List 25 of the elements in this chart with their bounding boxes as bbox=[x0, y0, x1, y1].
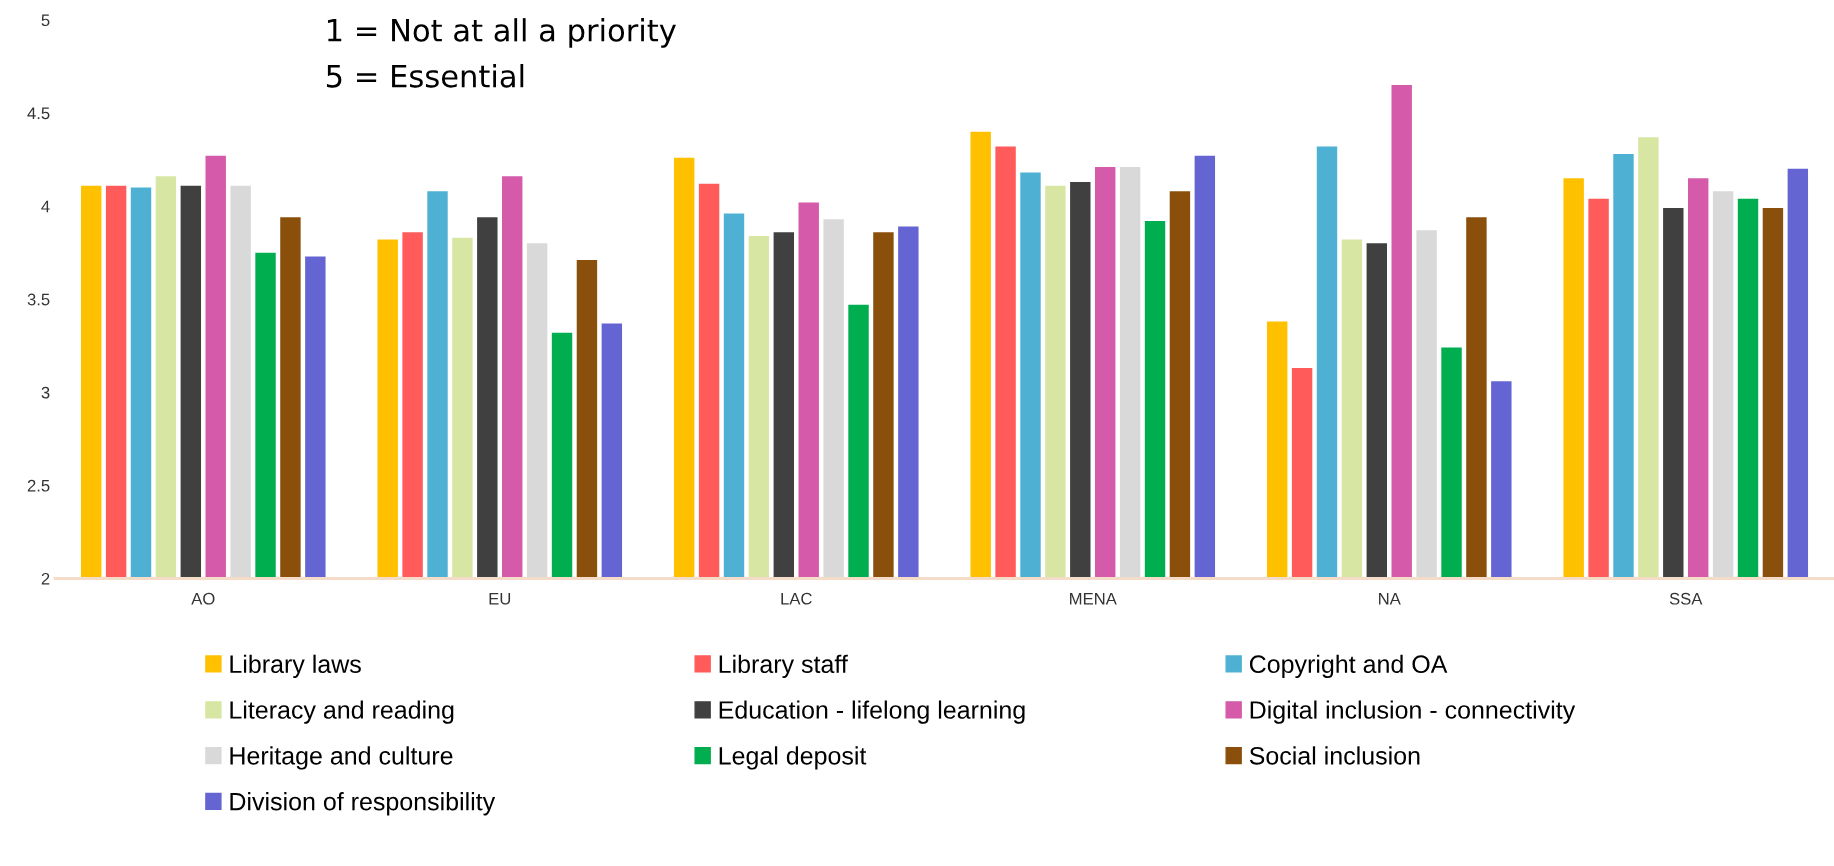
legend-label: Education - lifelong learning bbox=[719, 700, 1025, 724]
y-tick-label: 3 bbox=[41, 386, 50, 399]
x-tick-label: SSA bbox=[1669, 592, 1703, 605]
legend-label: Legal deposit bbox=[719, 746, 867, 770]
legend-label: Library laws bbox=[230, 654, 361, 678]
legend-label: Copyright and OA bbox=[1249, 654, 1448, 678]
legend-label: Literacy and reading bbox=[230, 700, 454, 724]
legend-label: Heritage and culture bbox=[230, 746, 453, 770]
y-tick-label: 4 bbox=[41, 200, 50, 213]
y-tick-label: 2 bbox=[41, 572, 50, 585]
y-tick-label: 4.5 bbox=[27, 107, 50, 120]
annotation: 1 = Not at all a priority bbox=[327, 18, 676, 48]
x-tick-label: NA bbox=[1379, 592, 1401, 605]
annotation: 5 = Essential bbox=[326, 64, 524, 88]
legend-label: Social inclusion bbox=[1249, 746, 1420, 765]
x-tick-label: MENA bbox=[1070, 592, 1117, 605]
y-tick-label: 3.5 bbox=[27, 293, 50, 306]
x-tick-label: EU bbox=[489, 592, 511, 605]
y-tick-label: 2.5 bbox=[27, 479, 50, 492]
legend-label: Digital inclusion - connectivity bbox=[1250, 700, 1576, 724]
x-tick-label: LAC bbox=[781, 592, 812, 605]
legend-label: Division of responsibility bbox=[230, 792, 496, 816]
y-tick-label: 5 bbox=[41, 14, 50, 27]
x-tick-label: AO bbox=[191, 592, 215, 605]
legend-label: Library staff bbox=[719, 654, 848, 678]
